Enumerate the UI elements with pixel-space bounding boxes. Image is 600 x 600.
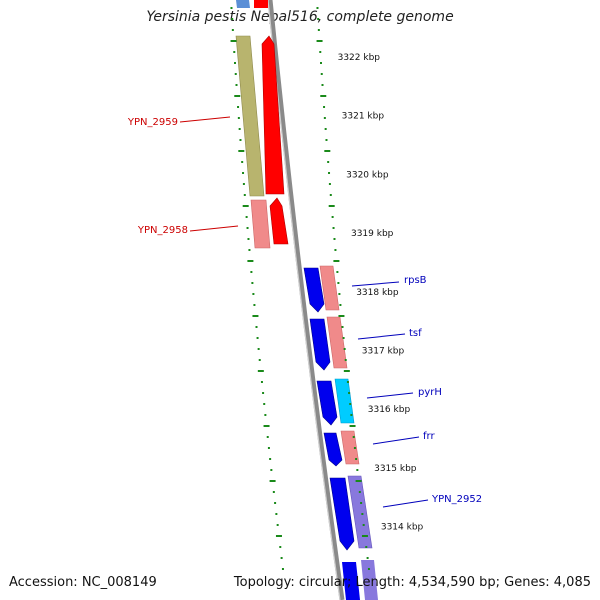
cog-pyrh — [334, 378, 355, 424]
cog-bottom — [361, 560, 378, 600]
cog-rpsb — [319, 265, 340, 311]
outer-tick-marks — [316, 7, 370, 570]
gene-leader-line — [351, 281, 400, 287]
gene-leader-line — [372, 436, 420, 445]
kbp-label: 3319 kbp — [351, 229, 394, 239]
cds-block-top-red — [254, 0, 268, 8]
accession-text: Accession: NC_008149 — [9, 575, 157, 590]
gene-leader-line — [357, 333, 406, 340]
kbp-labels: 3322 kbp 3321 kbp 3320 kbp 3319 kbp 3318 kbp… — [338, 53, 424, 533]
kbp-label: 3322 kbp — [338, 53, 381, 63]
gene-label: YPN_2958 — [137, 225, 188, 236]
gene-label: pyrH — [418, 387, 442, 398]
cds-arrow-ypn-2958 — [269, 197, 289, 245]
gene-leader-line — [382, 499, 429, 508]
kbp-label: 3314 kbp — [381, 523, 424, 533]
map-title: Yersinia pestis Nepal516, complete genom… — [146, 9, 454, 25]
kbp-label: 3318 kbp — [356, 288, 399, 298]
cds-arrow-frr — [323, 432, 343, 467]
kbp-label: 3321 kbp — [342, 112, 385, 122]
cds-arrow-tsf — [309, 318, 331, 371]
cog-block-top-blue — [236, 0, 250, 8]
gene-leader-line — [179, 116, 231, 123]
kbp-label: 3315 kbp — [374, 464, 417, 474]
cog-block-salmon — [250, 199, 271, 249]
cds-arrow-ypn-2952 — [329, 477, 355, 551]
cog-frr — [340, 430, 360, 465]
gene-label: YPN_2952 — [431, 494, 482, 505]
gene-label: rpsB — [404, 275, 427, 286]
gene-leader-line — [366, 392, 414, 399]
cds-arrow-ypn-2959 — [261, 35, 285, 195]
cds-arrow-pyrh — [316, 380, 338, 426]
cog-block-olive — [235, 35, 265, 197]
cds-arrow-rpsb — [303, 267, 325, 313]
cog-tsf — [326, 316, 348, 369]
gene-label: frr — [423, 431, 435, 442]
cds-arrow-bottom — [342, 562, 360, 600]
kbp-label: 3316 kbp — [368, 405, 411, 415]
backbone-line — [267, 0, 345, 600]
gene-leader-line — [189, 225, 239, 232]
gene-label: YPN_2959 — [127, 117, 178, 128]
kbp-label: 3317 kbp — [362, 347, 405, 357]
cog-ypn-2952 — [347, 475, 373, 549]
gene-label: tsf — [409, 328, 422, 339]
inner-tick-marks — [230, 7, 284, 570]
gene-labels: YPN_2959 YPN_2958 rpsB tsf pyrH frr YPN_2952 — [127, 116, 482, 508]
genome-summary-text: Topology: circular; Length: 4,534,590 bp… — [233, 575, 591, 590]
kbp-label: 3320 kbp — [346, 170, 389, 180]
